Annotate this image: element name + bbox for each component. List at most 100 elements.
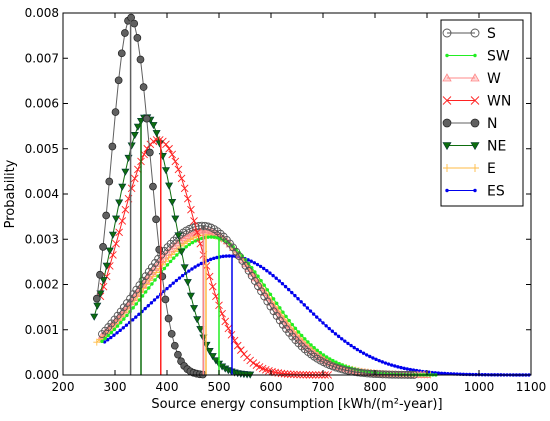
legend-entry-w: W xyxy=(442,71,501,87)
series-sw-point xyxy=(115,324,120,328)
series-es-point xyxy=(174,278,179,283)
series-sw-point xyxy=(150,282,154,286)
series-n-point xyxy=(111,108,120,116)
series-es-point xyxy=(436,371,441,375)
x-tick-label: 300 xyxy=(104,380,127,394)
series-es-point xyxy=(227,254,232,258)
series-e-point xyxy=(133,293,141,301)
legend-marker xyxy=(470,142,480,151)
series-ne-point xyxy=(108,231,117,239)
series-ne-point xyxy=(171,215,180,223)
legend-entry-sw: SW xyxy=(445,49,510,65)
series-sw-point xyxy=(190,240,195,245)
legend-marker xyxy=(473,188,477,193)
series-sw-point xyxy=(165,263,170,267)
series-sw-point xyxy=(147,286,151,290)
series-sw-point xyxy=(275,301,279,306)
series-wn-point xyxy=(233,341,242,350)
series-n-point xyxy=(142,114,151,123)
series-sw-point xyxy=(262,283,266,287)
series-es-point xyxy=(283,284,288,289)
series-n-point xyxy=(149,182,157,191)
series-n-point xyxy=(114,76,123,85)
legend-label: NE xyxy=(487,139,506,155)
series-wn-point xyxy=(121,205,130,214)
series-wn-point xyxy=(286,370,295,379)
legend-label: ES xyxy=(487,184,505,200)
series-es-point xyxy=(196,263,200,267)
legend-marker xyxy=(445,188,449,193)
series-ne-point xyxy=(130,132,139,140)
series-sw-point xyxy=(250,265,254,270)
y-axis-label: Probability xyxy=(3,159,18,228)
series-sw-point xyxy=(324,355,329,359)
series-es-point xyxy=(130,318,135,322)
legend-marker xyxy=(445,53,449,58)
series-es-point xyxy=(427,370,431,374)
series-sw-point xyxy=(293,326,298,331)
series-wn-point xyxy=(168,150,177,159)
legend-marker xyxy=(442,142,452,151)
series-es-point xyxy=(305,306,310,310)
series-s-point xyxy=(338,365,347,374)
series-es-point xyxy=(377,358,381,363)
series-es-point xyxy=(364,353,369,357)
series-sw-point xyxy=(318,350,323,355)
series-sw-point xyxy=(278,306,282,310)
series-es-point xyxy=(187,269,191,273)
series-es-point xyxy=(368,354,372,359)
series-ne-point xyxy=(133,123,142,131)
series-es-point xyxy=(134,315,138,319)
series-sw-point xyxy=(284,314,288,319)
series-es-point xyxy=(152,298,157,302)
series-sw-point xyxy=(103,336,107,341)
series-sw-point xyxy=(259,278,263,283)
series-ne-point xyxy=(208,353,217,361)
legend-marker xyxy=(442,96,452,105)
series-es-point xyxy=(112,333,116,337)
series-sw-point xyxy=(265,288,270,292)
series-n-point xyxy=(117,49,126,58)
series-sw-point xyxy=(309,343,313,347)
series-es-point xyxy=(299,300,303,304)
series-n-point xyxy=(167,329,176,338)
series-wn-point xyxy=(127,184,136,193)
series-es-point xyxy=(408,367,413,372)
series-wn-point xyxy=(205,272,214,281)
legend-entry-e: E xyxy=(443,161,496,177)
series-es-point xyxy=(464,372,469,377)
series-sw-point xyxy=(206,235,210,239)
series-wn-point xyxy=(212,292,220,301)
series-ne-point xyxy=(161,167,170,175)
series-n xyxy=(92,13,207,379)
series-n-point xyxy=(155,245,164,254)
series-sw-point xyxy=(290,322,295,327)
series-n-point xyxy=(133,33,142,42)
series-sw-point xyxy=(109,330,114,335)
series-ne-point xyxy=(102,262,111,270)
series-es-point xyxy=(171,281,175,285)
series-sw-point xyxy=(271,297,276,301)
legend: S SW W WN N NE E ES xyxy=(440,19,524,207)
series-sw-point xyxy=(321,353,326,357)
y-tick-label: 0.006 xyxy=(25,97,59,111)
series-es-point xyxy=(402,366,406,371)
series-ne-point xyxy=(168,198,177,206)
series-s-point xyxy=(363,369,372,378)
series-es-point xyxy=(252,261,257,265)
series-sw-point xyxy=(187,242,192,247)
series-sw-point xyxy=(334,360,338,364)
legend-entry-ne: NE xyxy=(442,139,506,155)
legend-marker xyxy=(471,164,479,172)
legend-marker xyxy=(470,118,480,128)
y-tick-label: 0.004 xyxy=(25,187,59,201)
series-n-point xyxy=(170,341,179,350)
series-sw-point xyxy=(184,245,188,249)
series-s-point xyxy=(366,369,375,378)
legend-marker xyxy=(470,28,480,38)
series-wn-point xyxy=(162,140,170,149)
x-axis-label: Source energy consumption [kWh/(m²-year)… xyxy=(151,397,442,412)
series-es-point xyxy=(109,335,113,340)
legend-marker xyxy=(470,96,480,105)
x-tick-label: 800 xyxy=(364,380,387,394)
